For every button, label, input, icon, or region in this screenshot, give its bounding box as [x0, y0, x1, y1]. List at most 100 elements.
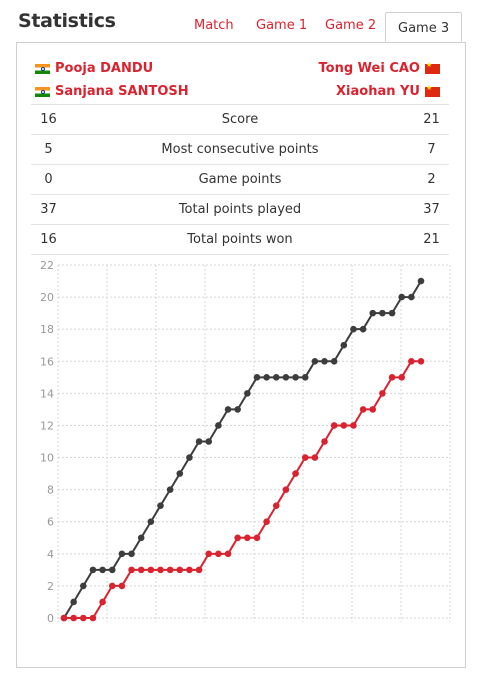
- stats-row-consecutive: 5 Most consecutive points 7: [31, 134, 449, 164]
- stat-left-value: 5: [44, 142, 53, 157]
- y-tick-label: 18: [40, 323, 54, 336]
- india-flag-icon: [35, 63, 50, 74]
- series-2-point: [272, 502, 280, 509]
- series-2-point: [118, 582, 126, 590]
- series-1-point: [70, 598, 77, 606]
- stat-right-value: 21: [423, 232, 440, 247]
- series-1-point: [417, 277, 425, 285]
- player-right-1[interactable]: Tong Wei CAO: [319, 61, 446, 76]
- stat-left-value: 16: [40, 112, 57, 127]
- y-tick-label: 16: [40, 355, 54, 368]
- y-tick-label: 6: [47, 516, 54, 529]
- series-1-point: [234, 406, 241, 413]
- series-2-point: [350, 422, 357, 429]
- series-1-point: [108, 566, 116, 574]
- series-1-point: [369, 309, 377, 317]
- series-2-point: [311, 454, 319, 461]
- series-1-point: [292, 374, 299, 381]
- series-1-point: [157, 502, 164, 509]
- stat-label: Total points won: [187, 232, 293, 247]
- series-1-point: [118, 550, 126, 558]
- y-tick-label: 10: [40, 452, 54, 465]
- y-tick-label: 8: [47, 484, 54, 497]
- stats-table: 16 Score 21 5 Most consecutive points 7 …: [31, 104, 449, 255]
- stat-left-value: 16: [40, 232, 57, 247]
- series-2-point: [388, 374, 396, 381]
- series-2-point: [186, 566, 193, 574]
- series-2-point: [215, 550, 222, 558]
- tab-game-1[interactable]: Game 1: [256, 18, 308, 33]
- series-2-point: [166, 566, 174, 574]
- stats-row-won: 16 Total points won 21: [31, 224, 449, 255]
- series-1-point: [205, 438, 213, 445]
- series-1-point: [253, 374, 261, 381]
- series-2-point: [330, 422, 338, 429]
- tab-game-3[interactable]: Game 3: [385, 12, 463, 42]
- stat-right-value: 2: [427, 172, 436, 187]
- player-name: Tong Wei CAO: [318, 61, 421, 76]
- player-left-2[interactable]: Sanjana SANTOSH: [30, 84, 189, 99]
- player-left-1[interactable]: Pooja DANDU: [30, 61, 153, 76]
- series-1-point: [147, 518, 155, 526]
- series-1-point: [311, 357, 319, 365]
- series-2-point: [70, 614, 77, 622]
- china-flag-icon: [425, 61, 440, 74]
- series-2-point: [147, 566, 155, 574]
- player-name: Pooja DANDU: [55, 61, 154, 76]
- series-1-point: [321, 357, 328, 365]
- stat-right-value: 21: [423, 112, 440, 127]
- tab-match[interactable]: Match: [194, 18, 234, 33]
- series-1-point: [224, 406, 232, 413]
- stat-right-value: 37: [423, 202, 440, 217]
- series-2-point: [205, 550, 213, 558]
- series-1-point: [244, 390, 251, 397]
- series-1-point: [79, 582, 87, 590]
- stats-row-game-points: 0 Game points 2: [31, 164, 449, 194]
- series-1-point: [137, 534, 145, 542]
- series-1-point: [186, 454, 193, 461]
- y-tick-label: 20: [40, 291, 54, 304]
- series-2-point: [234, 534, 241, 542]
- tab-game-2[interactable]: Game 2: [325, 18, 377, 33]
- series-2-point: [301, 454, 309, 461]
- series-1-point: [176, 470, 184, 477]
- series-1-point: [350, 325, 357, 333]
- stat-label: Game points: [198, 172, 282, 187]
- series-2-point: [282, 486, 290, 493]
- series-1-point: [301, 374, 309, 381]
- series-1-point: [128, 550, 135, 558]
- series-2-point: [89, 614, 97, 622]
- y-tick-label: 4: [47, 548, 54, 561]
- series-2-point: [108, 582, 116, 590]
- statistics-panel: [16, 42, 466, 668]
- series-2-point: [398, 374, 406, 381]
- series-2-point: [369, 406, 377, 413]
- series-2-point: [263, 518, 270, 526]
- series-1-point: [166, 486, 174, 493]
- y-tick-label: 12: [40, 419, 54, 432]
- series-2-point: [340, 422, 348, 429]
- series-2-point: [157, 566, 164, 574]
- stats-row-played: 37 Total points played 37: [31, 194, 449, 224]
- stat-left-value: 37: [40, 202, 57, 217]
- stat-label: Most consecutive points: [161, 142, 319, 157]
- y-tick-label: 14: [40, 387, 54, 400]
- page-title: Statistics: [18, 10, 116, 32]
- series-2-point: [292, 470, 299, 477]
- player-name: Sanjana SANTOSH: [55, 84, 189, 99]
- player-right-2[interactable]: Xiaohan YU: [336, 84, 445, 99]
- series-2-point: [379, 390, 386, 397]
- series-2-point: [408, 357, 415, 365]
- stat-label: Total points played: [178, 202, 302, 217]
- series-2-point: [60, 614, 68, 622]
- series-2-point: [417, 357, 425, 365]
- series-2-point: [253, 534, 261, 542]
- series-2-point: [137, 566, 145, 574]
- series-1-point: [263, 374, 270, 381]
- tab-bar: Match Game 1 Game 2 Game 3: [0, 0, 496, 44]
- series-1-point: [379, 309, 386, 317]
- stat-right-value: 7: [427, 142, 436, 157]
- series-1-point: [282, 374, 290, 381]
- y-tick-label: 0: [47, 612, 54, 625]
